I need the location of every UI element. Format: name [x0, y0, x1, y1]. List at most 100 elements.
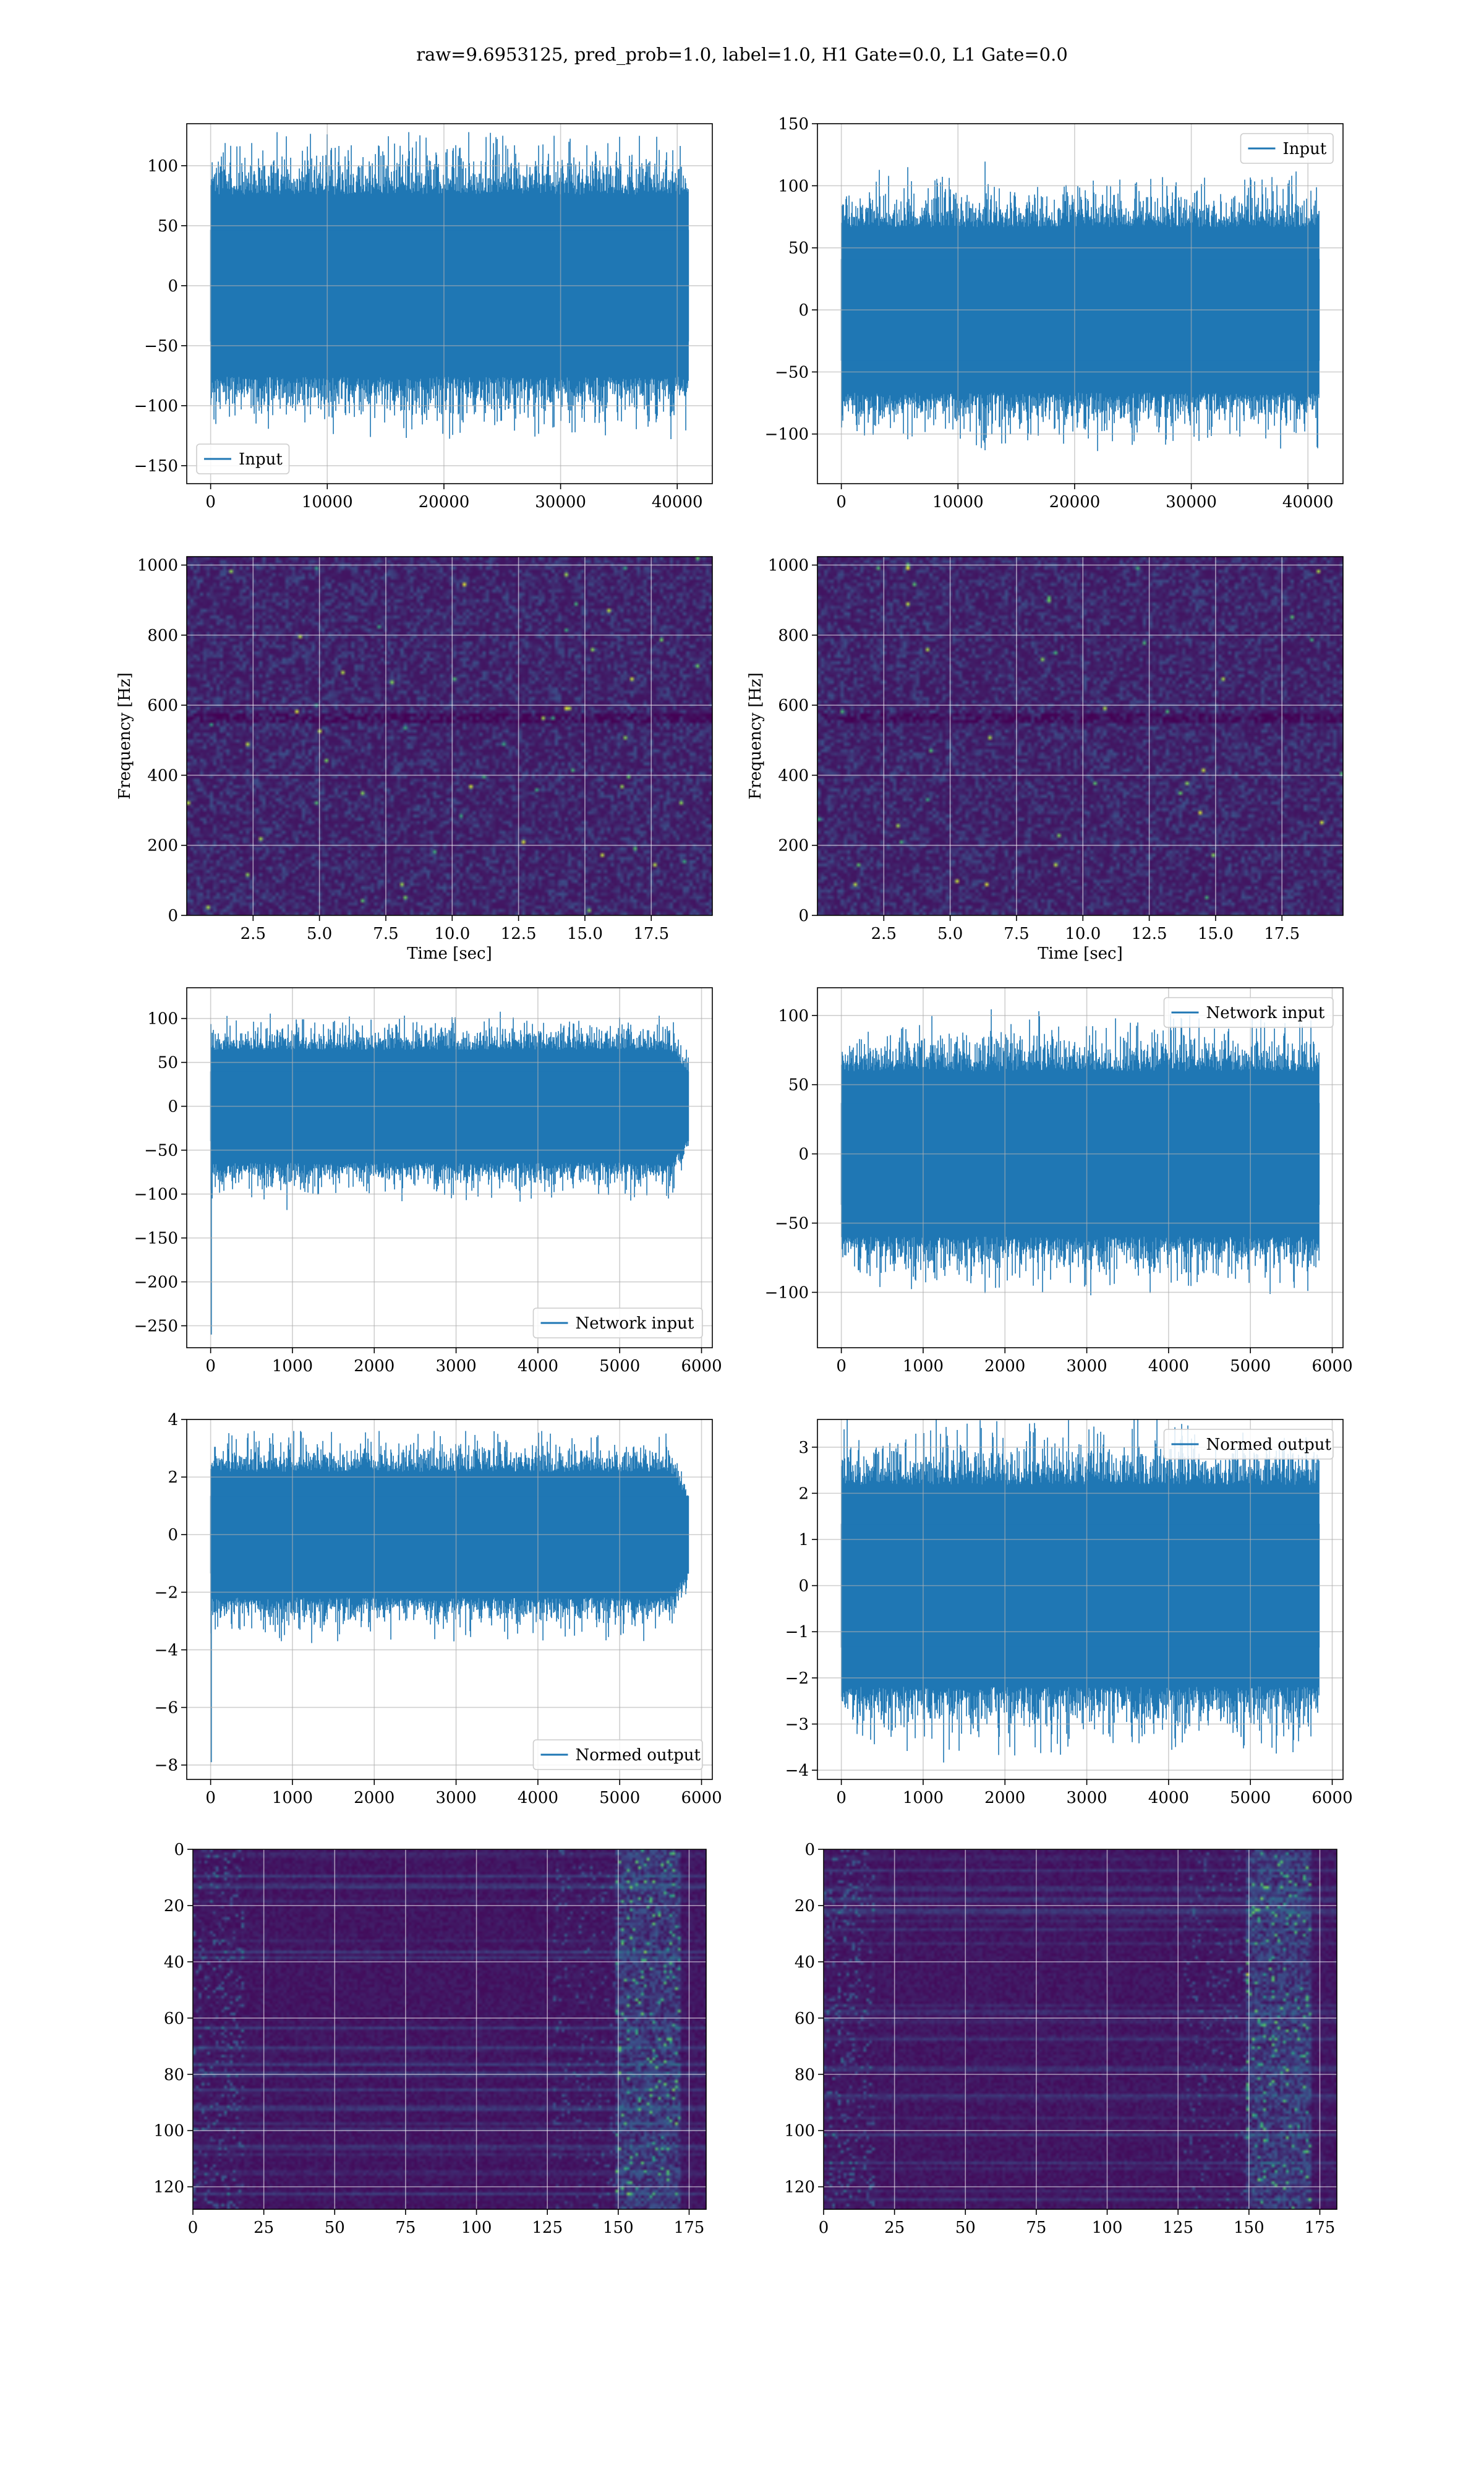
normed-l1-ytick-label: −1	[785, 1623, 809, 1641]
feature-h1-panel: 0 25 50 75 100 125 150 175 0 20 40 60 80 100 120	[153, 1841, 707, 2237]
normed-l1-xtick-label: 6000	[1311, 1789, 1352, 1807]
network-h1-legend: Network input	[532, 1308, 703, 1338]
normed-h1-ytick-label: −4	[155, 1641, 178, 1659]
network-l1-grid	[817, 988, 1343, 1348]
spec-l1-ylabel: Frequency [Hz]	[746, 672, 765, 800]
spec-l1-xtick-label: 10.0	[1065, 925, 1101, 943]
feature-l1-xtick-label: 175	[1305, 2219, 1336, 2237]
network-l1-ytick-label: 50	[788, 1076, 809, 1095]
input-h1-xtick-label: 20000	[419, 493, 470, 511]
spec-h1-frame	[186, 556, 713, 916]
feature-h1-ytick-label: 20	[164, 1897, 184, 1915]
input-h1-frame	[186, 123, 713, 484]
spec-l1-xlabel: Time [sec]	[1038, 944, 1123, 963]
feature-l1-ytick-label: 80	[795, 2066, 815, 2084]
network-l1-ticks: 0 1000 2000 3000 4000 5000 6000 −100 −50 0 50 100	[765, 1007, 1353, 1376]
network-h1-ticks: 0 1000 2000 3000 4000 5000 6000−250−200−150−10…	[134, 1010, 722, 1376]
feature-l1-xtick-label: 150	[1234, 2219, 1264, 2237]
spec-l1-xtick-label: 17.5	[1264, 925, 1300, 943]
network-h1-xtick-label: 5000	[599, 1357, 640, 1376]
spec-h1-xlabel: Time [sec]	[407, 944, 492, 963]
spec-h1-xtick-label: 10.0	[434, 925, 470, 943]
normed-l1-xtick-label: 2000	[984, 1789, 1025, 1807]
spec-h1-xtick-label: 17.5	[633, 925, 669, 943]
axes-root: 0 10000 20000 30000 40000−150−100−50050100In…	[116, 115, 1353, 2237]
spec-l1-xtick-label: 5.0	[937, 925, 963, 943]
network-l1-xtick-label: 1000	[903, 1357, 944, 1376]
normed-l1-ticks: 0 1000 2000 3000 4000 5000 6000 −4 −3 −2 −1 0 1 2 3	[785, 1439, 1353, 1807]
normed-l1-legend: Normed output	[1163, 1429, 1334, 1460]
input-l1-ticks: 0 10000 20000 30000 40000 −100 −50 0 50 100 150	[765, 115, 1334, 511]
spec-l1-ytick-label: 0	[798, 907, 809, 925]
normed-l1-xtick-label: 4000	[1148, 1789, 1189, 1807]
spec-l1-xtick-label: 12.5	[1132, 925, 1167, 943]
figure-title: raw=9.6953125, pred_prob=1.0, label=1.0,…	[416, 44, 1068, 66]
normed-l1-grid	[817, 1419, 1343, 1779]
network-h1-frame	[186, 987, 713, 1348]
network-l1-xtick-label: 6000	[1311, 1357, 1352, 1376]
spec-h1-ytick-label: 600	[147, 696, 178, 715]
input-l1-legend: Input	[1240, 133, 1334, 164]
input-h1-ytick-label: 50	[158, 217, 178, 236]
feature-l1-xtick-label: 100	[1092, 2219, 1123, 2237]
input-h1-xtick-label: 30000	[535, 493, 586, 511]
normed-h1-ytick-label: −6	[155, 1699, 178, 1718]
input-h1-ytick-label: −150	[134, 457, 178, 476]
normed-l1-xtick-label: 5000	[1230, 1789, 1271, 1807]
normed-l1-ytick-label: 3	[798, 1439, 809, 1457]
normed-l1-xtick-label: 0	[836, 1789, 846, 1807]
spec-h1-xtick-label: 12.5	[501, 925, 537, 943]
normed-l1-ytick-label: −2	[785, 1669, 809, 1688]
feature-h1-ytick-label: 80	[164, 2066, 184, 2084]
feature-l1-ytick-label: 20	[795, 1897, 815, 1915]
spec-l1-xtick-label: 7.5	[1004, 925, 1029, 943]
normed-h1-frame	[186, 1419, 713, 1780]
network-h1-ytick-label: −100	[134, 1186, 178, 1204]
normed-h1-ytick-label: 0	[168, 1526, 178, 1544]
network-l1-xtick-label: 5000	[1230, 1357, 1271, 1376]
network-h1-grid	[187, 988, 712, 1348]
normed-h1-xtick-label: 6000	[681, 1789, 722, 1807]
feature-l1-ticks: 0 25 50 75 100 125 150 175 0 20 40 60 80 100 120	[784, 1841, 1335, 2237]
network-h1-ytick-label: −200	[134, 1273, 178, 1292]
feature-h1-xtick-label: 150	[603, 2219, 634, 2237]
network-l1-legend-label: Network input	[1206, 1004, 1325, 1022]
input-h1-panel: 0 10000 20000 30000 40000 −150 −100 −50 0 50 100 In…	[134, 123, 713, 511]
feature-h1-xtick-label: 50	[325, 2219, 345, 2237]
network-h1-xtick-label: 3000	[435, 1357, 476, 1376]
network-l1-xtick-label: 0	[836, 1357, 846, 1376]
feature-l1-ytick-label: 120	[784, 2178, 815, 2197]
spec-h1-ytick-label: 200	[147, 837, 178, 855]
normed-h1-xtick-label: 1000	[272, 1789, 313, 1807]
normed-h1-legend-label: Normed output	[576, 1746, 701, 1765]
spec-l1-ytick-label: 200	[778, 837, 809, 855]
feature-l1-xtick-label: 75	[1026, 2219, 1046, 2237]
normed-l1-ytick-label: −4	[785, 1761, 809, 1780]
network-h1-panel: 0 1000 2000 3000 4000 5000 6000−250−200−150−10…	[134, 987, 722, 1376]
input-l1-frame	[817, 123, 1344, 484]
normed-h1-xtick-label: 5000	[599, 1789, 640, 1807]
spec-l1-xtick-label: 15.0	[1198, 925, 1234, 943]
network-l1-xtick-label: 4000	[1148, 1357, 1189, 1376]
spec-l1-ticks: 2.5 5.0 7.5 10.0 12.5 15.0 17.5 0 200 400 600 800 10…	[768, 557, 1300, 943]
input-l1-xtick-label: 20000	[1049, 493, 1101, 511]
input-h1-ytick-label: −50	[144, 337, 178, 356]
input-h1-ytick-label: 0	[168, 277, 178, 296]
normed-h1-ytick-label: 4	[168, 1411, 178, 1429]
normed-l1-ytick-label: −3	[785, 1715, 809, 1734]
input-h1-xtick-label: 10000	[302, 493, 353, 511]
normed-h1-ticks: 0 1000 2000 3000 4000 5000 6000 −8 −6 −4 −2 0 2 4	[155, 1411, 722, 1807]
feature-h1-xtick-label: 75	[395, 2219, 416, 2237]
network-h1-ytick-label: 100	[147, 1010, 178, 1029]
normed-l1-legend-label: Normed output	[1206, 1436, 1332, 1454]
input-l1-xtick-label: 40000	[1282, 493, 1334, 511]
network-l1-frame	[817, 987, 1344, 1348]
network-h1-ytick-label: −50	[144, 1142, 178, 1160]
network-h1-ytick-label: 50	[158, 1054, 178, 1072]
input-l1-ytick-label: −100	[765, 426, 809, 444]
input-l1-xtick-label: 30000	[1166, 493, 1217, 511]
spec-h1-xtick-label: 2.5	[241, 925, 266, 943]
network-h1-xtick-label: 0	[205, 1357, 216, 1376]
input-h1-legend-label: Input	[239, 450, 283, 469]
